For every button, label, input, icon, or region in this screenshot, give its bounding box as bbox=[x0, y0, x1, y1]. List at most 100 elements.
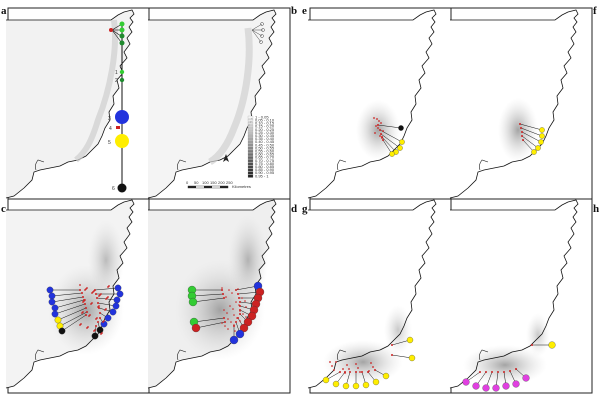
cluster-marker bbox=[46, 286, 54, 294]
legend-b-label: 0.20 - 0.25 bbox=[255, 127, 275, 132]
sample-site bbox=[96, 297, 98, 299]
legend-b-swatch bbox=[247, 137, 254, 141]
legend-b-swatch bbox=[247, 134, 254, 138]
sample-site bbox=[520, 127, 522, 129]
cluster-marker bbox=[522, 374, 530, 382]
cluster-marker bbox=[243, 317, 253, 327]
sample-site bbox=[339, 371, 341, 373]
legend-b-swatch bbox=[247, 168, 254, 172]
legend-b-swatch bbox=[247, 125, 254, 129]
cluster-marker bbox=[247, 311, 257, 321]
panel-f-site-markers bbox=[519, 123, 545, 155]
legend-b-swatch bbox=[247, 131, 254, 135]
cluster-marker bbox=[512, 380, 520, 388]
legend-b-label: 0.55 - 0.60 bbox=[255, 149, 275, 154]
sample-site bbox=[97, 321, 99, 323]
legend-b-label: 0.15 - 0.20 bbox=[255, 124, 275, 129]
cluster-marker bbox=[48, 298, 56, 306]
legend-b-swatch bbox=[247, 150, 254, 153]
cluster-marker bbox=[51, 310, 59, 318]
sample-site bbox=[479, 371, 481, 373]
legend-b-label: 0.95 - 1 bbox=[255, 173, 269, 178]
cluster-marker bbox=[109, 308, 117, 316]
legend-b-label: 0.45 - 0.50 bbox=[255, 142, 275, 147]
cluster-marker bbox=[322, 376, 330, 384]
cluster-marker bbox=[352, 382, 360, 390]
panel-label-c: c bbox=[1, 203, 6, 215]
sample-site bbox=[81, 292, 83, 294]
legend-b-swatch bbox=[247, 159, 254, 163]
cluster-marker bbox=[382, 372, 390, 380]
legend-b-label: 0.85 - 0.90 bbox=[255, 167, 275, 172]
legend-b-swatch bbox=[247, 115, 254, 119]
sample-site bbox=[391, 344, 393, 346]
sample-site bbox=[85, 314, 87, 316]
legend-b-swatch bbox=[247, 171, 254, 175]
legend-b-label: 0.50 - 0.55 bbox=[255, 145, 275, 150]
legend-a-dot-1 bbox=[119, 69, 125, 75]
cluster-marker bbox=[114, 284, 122, 292]
sample-site bbox=[224, 321, 226, 323]
legend-b-label: 0.05 - 0.10 bbox=[255, 118, 275, 123]
legend-b-label: 0.25 - 0.30 bbox=[255, 130, 275, 135]
cluster-marker bbox=[58, 327, 66, 335]
scale-unit: Kilometres bbox=[232, 184, 251, 189]
sample-site bbox=[86, 311, 88, 313]
cluster-marker bbox=[492, 384, 500, 392]
scale-label-100: 100 bbox=[202, 180, 209, 185]
cluster-marker bbox=[96, 326, 104, 334]
sample-site bbox=[82, 296, 84, 298]
cluster-marker bbox=[397, 145, 403, 151]
cluster-marker bbox=[482, 384, 490, 392]
legend-b-swatch bbox=[247, 118, 254, 122]
panel-a-map bbox=[5, 9, 135, 199]
legend-b-label: 0.70 - 0.75 bbox=[255, 158, 275, 163]
legend-b-swatch bbox=[247, 153, 254, 156]
legend-a-dot-2 bbox=[119, 77, 125, 83]
cluster-marker bbox=[399, 139, 405, 145]
legend-b-swatch bbox=[247, 122, 254, 125]
legend-a-dot-6 bbox=[117, 183, 127, 193]
sample-site bbox=[79, 289, 81, 291]
legend-a-label-6: 6 bbox=[112, 186, 115, 192]
panel-g-map bbox=[307, 199, 437, 389]
sample-site bbox=[239, 301, 241, 303]
panel-c-site-markers bbox=[46, 284, 124, 340]
scale-label-0: 0 bbox=[186, 180, 189, 185]
cluster-marker bbox=[462, 378, 470, 386]
legend-b-label: 0.75 - 0.80 bbox=[255, 161, 275, 166]
sample-site bbox=[491, 371, 493, 373]
cluster-marker bbox=[239, 323, 249, 333]
sample-site bbox=[382, 139, 384, 141]
scale-bar: 0 50 100 150 200 250 Kilometres bbox=[186, 180, 251, 189]
legend-b-label: 0.60 - 0.65 bbox=[255, 152, 275, 157]
legend-a-label-1: 1 bbox=[115, 70, 118, 76]
legend-b-swatch bbox=[247, 146, 254, 150]
legend-b-label: 0.40 - 0.45 bbox=[255, 139, 275, 144]
cluster-marker bbox=[362, 381, 370, 389]
cluster-marker bbox=[372, 378, 380, 386]
sample-site bbox=[522, 139, 524, 141]
legend-b-label: 0.80 - 0.85 bbox=[255, 164, 275, 169]
sample-site bbox=[521, 131, 523, 133]
scale-label-150: 150 bbox=[210, 180, 217, 185]
panel-b-inset bbox=[251, 22, 265, 44]
legend-b-swatch bbox=[247, 165, 254, 169]
panel-label-a: a bbox=[1, 5, 7, 17]
panel-e-site-markers bbox=[373, 117, 405, 157]
north-arrow-icon bbox=[223, 154, 229, 162]
sample-site bbox=[221, 289, 223, 291]
cluster-marker bbox=[389, 151, 395, 157]
cluster-marker bbox=[51, 304, 59, 312]
legend-b-swatch bbox=[247, 128, 254, 132]
cluster-marker bbox=[54, 316, 62, 324]
scale-label-200: 200 bbox=[218, 180, 225, 185]
panel-label-e: e bbox=[302, 5, 307, 17]
cluster-marker bbox=[191, 323, 201, 333]
cluster-marker bbox=[398, 125, 404, 131]
cluster-marker bbox=[48, 292, 56, 300]
sample-site bbox=[391, 354, 393, 356]
cluster-marker bbox=[104, 314, 112, 322]
panel-e-map bbox=[307, 9, 437, 199]
